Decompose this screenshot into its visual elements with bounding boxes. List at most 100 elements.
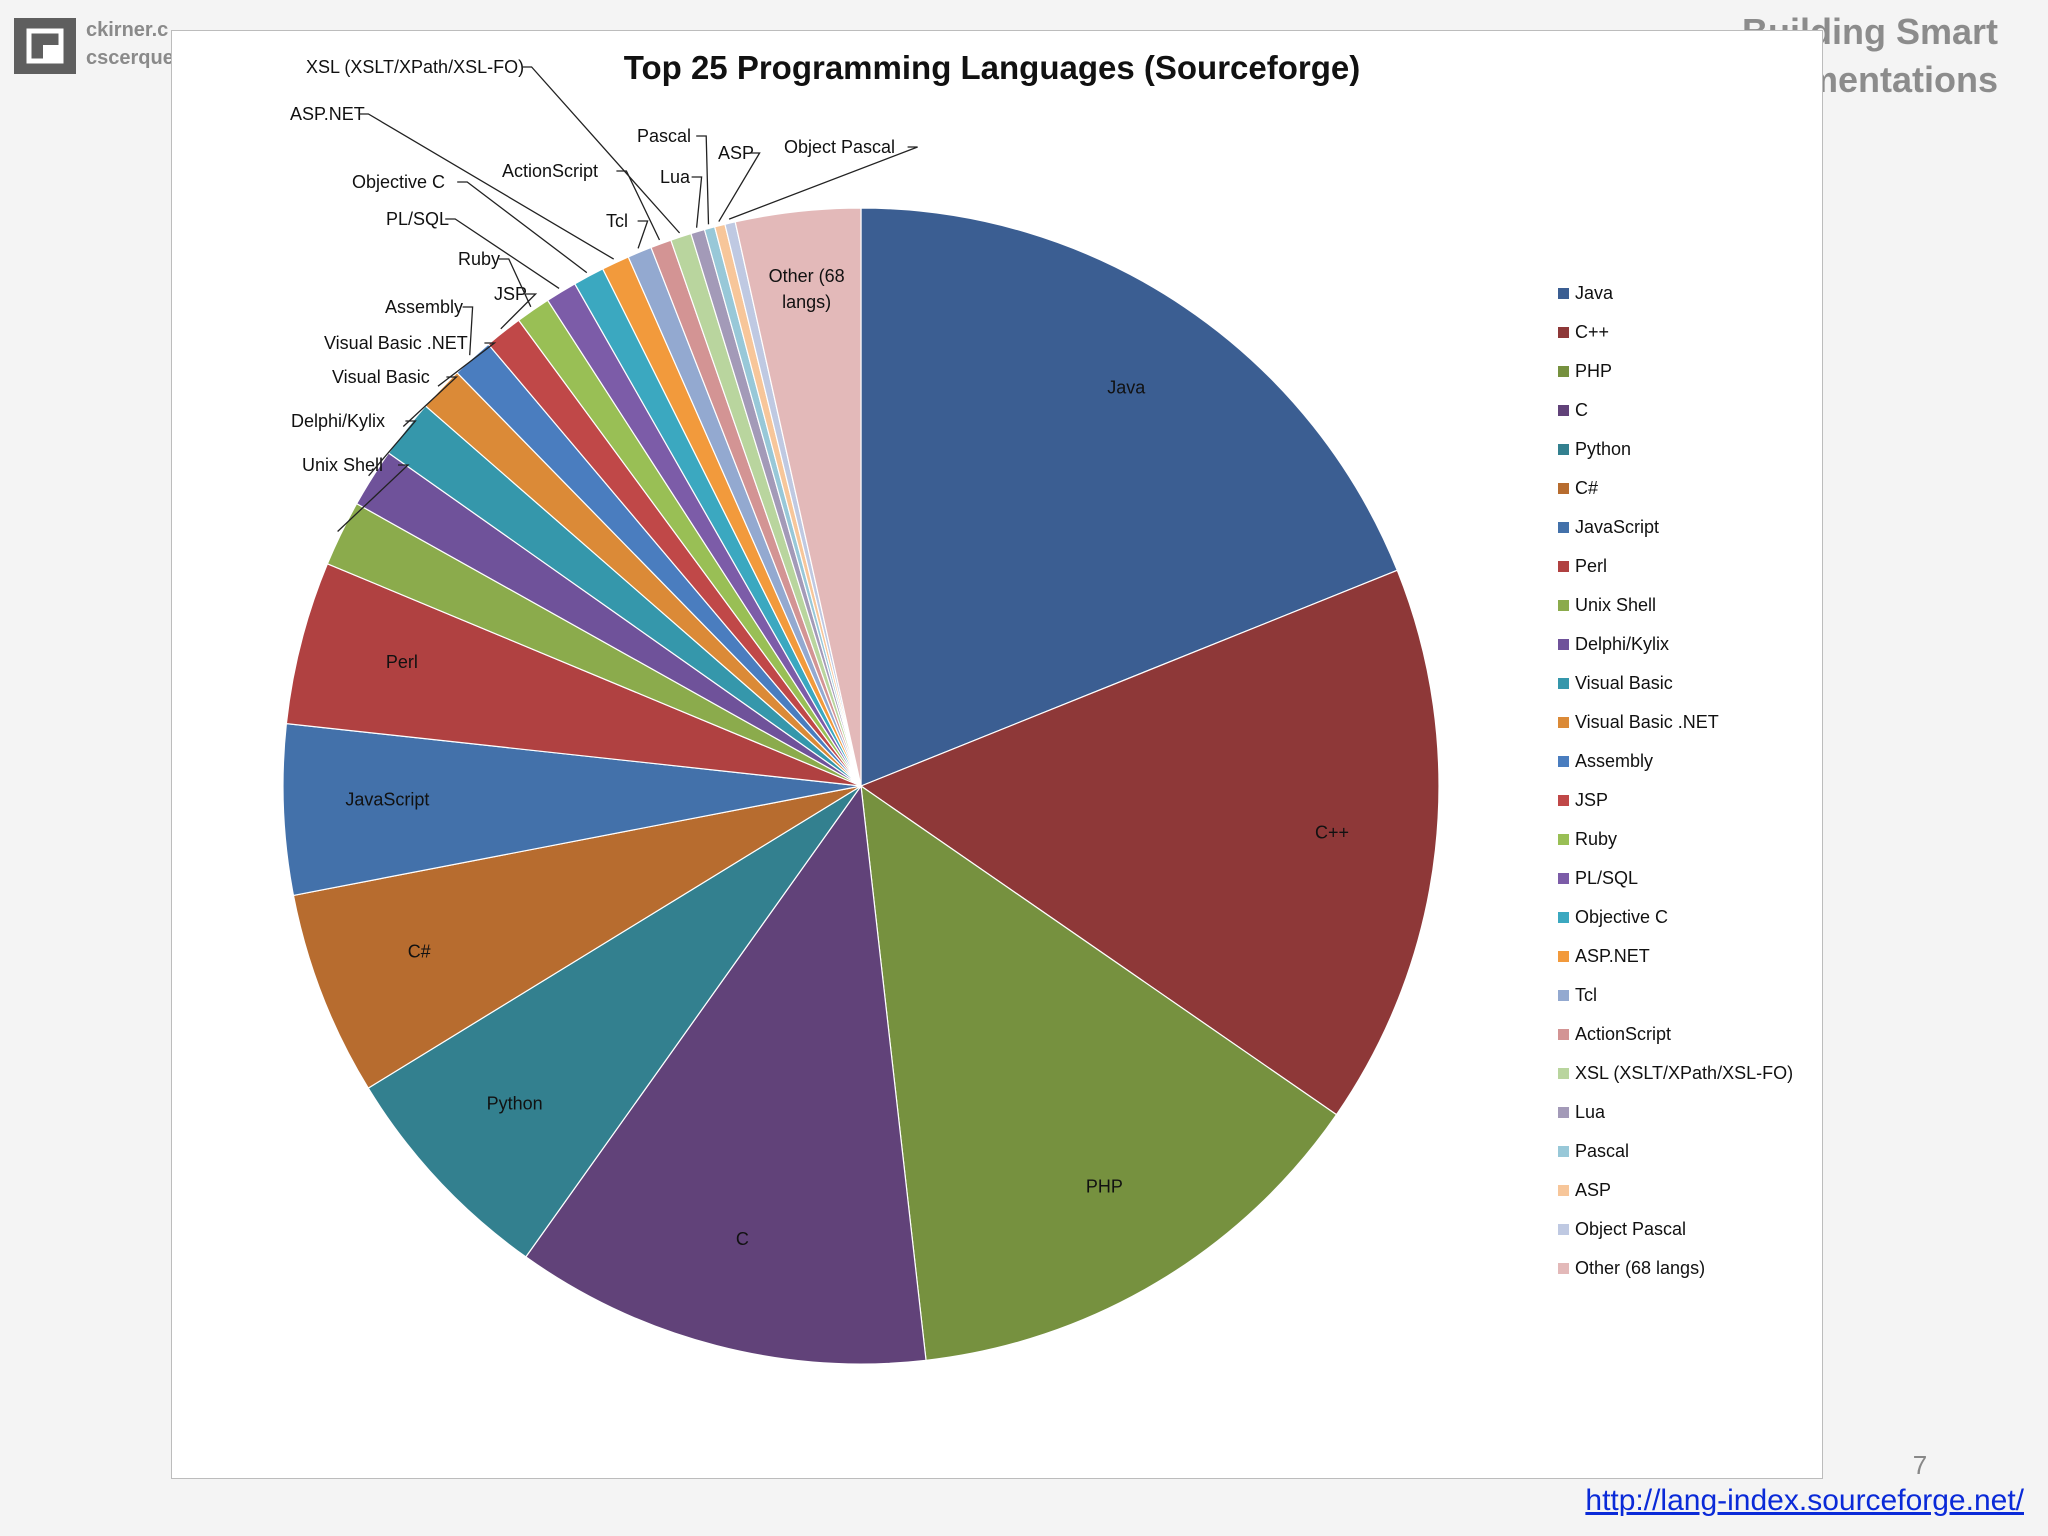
slice-label-python: Python <box>487 1094 543 1114</box>
legend-swatch-python <box>1558 444 1569 455</box>
leader-line-objective-c <box>457 181 588 274</box>
leader-line-unix-shell <box>337 464 410 532</box>
leader-line-xsl-xslt-xpath-xsl-fo <box>521 66 681 234</box>
slice-label-c: C# <box>408 942 431 962</box>
chart-legend: Java C++ PHP C Python C# JavaScript Perl Unix Sh… <box>1558 283 1793 1278</box>
legend-swatch-java <box>1558 288 1569 299</box>
leader-line-assembly <box>462 306 474 356</box>
slice-label-pascal: Pascal <box>637 126 691 146</box>
leader-line-tcl <box>637 220 649 249</box>
slice-label-php: PHP <box>1086 1177 1123 1197</box>
legend-entry-java: Java <box>1575 283 1614 303</box>
legend-swatch-php <box>1558 366 1569 377</box>
legend-entry-visual-basic-net: Visual Basic .NET <box>1575 712 1719 732</box>
leader-line-pl-sql <box>445 218 560 289</box>
slice-label-delphi-kylix: Delphi/Kylix <box>291 411 385 431</box>
legend-entry-unix-shell: Unix Shell <box>1575 595 1656 615</box>
legend-entry-actionscript: ActionScript <box>1575 1024 1671 1044</box>
slice-label-tcl: Tcl <box>606 211 628 231</box>
pie-slice-php <box>860 784 1338 1361</box>
chart-panel: Top 25 Programming Languages (Sourceforg… <box>171 30 1823 1479</box>
slice-label-visual-basic: Visual Basic <box>332 367 430 387</box>
legend-swatch-objective-c <box>1558 912 1569 923</box>
legend-swatch-delphi-kylix <box>1558 639 1569 650</box>
header-left-line2: cscerque <box>86 47 174 69</box>
legend-swatch-lua <box>1558 1107 1569 1118</box>
legend-swatch-assembly <box>1558 756 1569 767</box>
slice-label-ruby: Ruby <box>458 249 500 269</box>
header-right-line2: mentations <box>1805 59 1998 100</box>
header-left: ckirner.c cscerque <box>86 16 174 72</box>
legend-swatch-other-68-langs <box>1558 1263 1569 1274</box>
slice-label-perl: Perl <box>386 652 418 672</box>
legend-swatch-perl <box>1558 561 1569 572</box>
pie-slice-c <box>292 785 862 1089</box>
legend-entry-object-pascal: Object Pascal <box>1575 1219 1686 1239</box>
pie-slice-python <box>367 785 862 1258</box>
legend-swatch-pl-sql <box>1558 873 1569 884</box>
labels-layer: Java C++ PHP C Python C# JavaScript Perl Unix Sh… <box>290 57 1349 1249</box>
slice-label-actionscript: ActionScript <box>502 161 598 181</box>
legend-entry-xsl-xslt-xpath-xsl-fo: XSL (XSLT/XPath/XSL-FO) <box>1575 1063 1793 1083</box>
legend-entry-lua: Lua <box>1575 1102 1606 1122</box>
chart-title: Top 25 Programming Languages (Sourceforg… <box>624 49 1361 86</box>
leader-line-lua <box>691 176 703 228</box>
leader-line-asp-net <box>358 113 615 260</box>
header-left-line1: ckirner.c <box>86 19 169 41</box>
slice-label-c: C <box>736 1229 749 1249</box>
legend-entry-visual-basic: Visual Basic <box>1575 673 1673 693</box>
legend-entry-javascript: JavaScript <box>1575 517 1659 537</box>
legend-swatch-ruby <box>1558 834 1569 845</box>
slice-label-pl-sql: PL/SQL <box>386 209 449 229</box>
slice-label-object-pascal: Object Pascal <box>784 137 895 157</box>
legend-swatch-object-pascal <box>1558 1224 1569 1235</box>
legend-swatch-visual-basic-net <box>1558 717 1569 728</box>
legend-entry-delphi-kylix: Delphi/Kylix <box>1575 634 1669 654</box>
leader-line-object-pascal <box>728 146 918 220</box>
slice-label-xsl-xslt-xpath-xsl-fo: XSL (XSLT/XPath/XSL-FO) <box>306 57 524 77</box>
legend-swatch-c <box>1558 405 1569 416</box>
legend-entry-jsp: JSP <box>1575 790 1608 810</box>
slices-layer <box>282 207 1440 1365</box>
legend-entry-asp-net: ASP.NET <box>1575 946 1650 966</box>
legend-entry-tcl: Tcl <box>1575 985 1597 1005</box>
leader-line-ruby <box>498 258 532 308</box>
slice-label-asp: ASP <box>718 143 754 163</box>
legend-swatch-javascript <box>1558 522 1569 533</box>
leader-line-pascal <box>696 135 710 225</box>
legend-entry-pascal: Pascal <box>1575 1141 1629 1161</box>
leader-line-visual-basic-net <box>437 342 497 387</box>
legend-entry-other-68-langs: Other (68 langs) <box>1575 1258 1705 1278</box>
legend-swatch-asp-net <box>1558 951 1569 962</box>
slice-label-asp-net: ASP.NET <box>290 104 365 124</box>
slice-label-assembly: Assembly <box>385 297 463 317</box>
legend-entry-c: C# <box>1575 478 1598 498</box>
pie-slice-c <box>525 784 927 1365</box>
legend-entry-asp: ASP <box>1575 1180 1611 1200</box>
legend-swatch-c <box>1558 483 1569 494</box>
legend-swatch-pascal <box>1558 1146 1569 1157</box>
legend-swatch-unix-shell <box>1558 600 1569 611</box>
legend-entry-php: PHP <box>1575 361 1612 381</box>
legend-entry-perl: Perl <box>1575 556 1607 576</box>
legend-swatch-tcl <box>1558 990 1569 1001</box>
legend-swatch-actionscript <box>1558 1029 1569 1040</box>
slice-label-lua: Lua <box>660 167 691 187</box>
slice-label-jsp: JSP <box>494 284 527 304</box>
legend-entry-objective-c: Objective C <box>1575 907 1668 927</box>
legend-swatch-xsl-xslt-xpath-xsl-fo <box>1558 1068 1569 1079</box>
legend-entry-c: C++ <box>1575 322 1609 342</box>
legend-entry-python: Python <box>1575 439 1631 459</box>
legend-swatch-c <box>1558 327 1569 338</box>
source-link[interactable]: http://lang-index.sourceforge.net/ <box>1585 1484 2024 1517</box>
legend-swatch-asp <box>1558 1185 1569 1196</box>
legend-entry-ruby: Ruby <box>1575 829 1617 849</box>
leader-line-actionscript <box>616 170 661 241</box>
leader-line-jsp <box>500 293 538 330</box>
pie-slice-javascript <box>282 722 862 897</box>
slice-label-other-68-langs: Other (68 langs) <box>769 266 845 312</box>
legend-swatch-jsp <box>1558 795 1569 806</box>
legend-entry-assembly: Assembly <box>1575 751 1653 771</box>
pie-slice-other-68-langs <box>734 207 862 787</box>
legend-swatch-visual-basic <box>1558 678 1569 689</box>
